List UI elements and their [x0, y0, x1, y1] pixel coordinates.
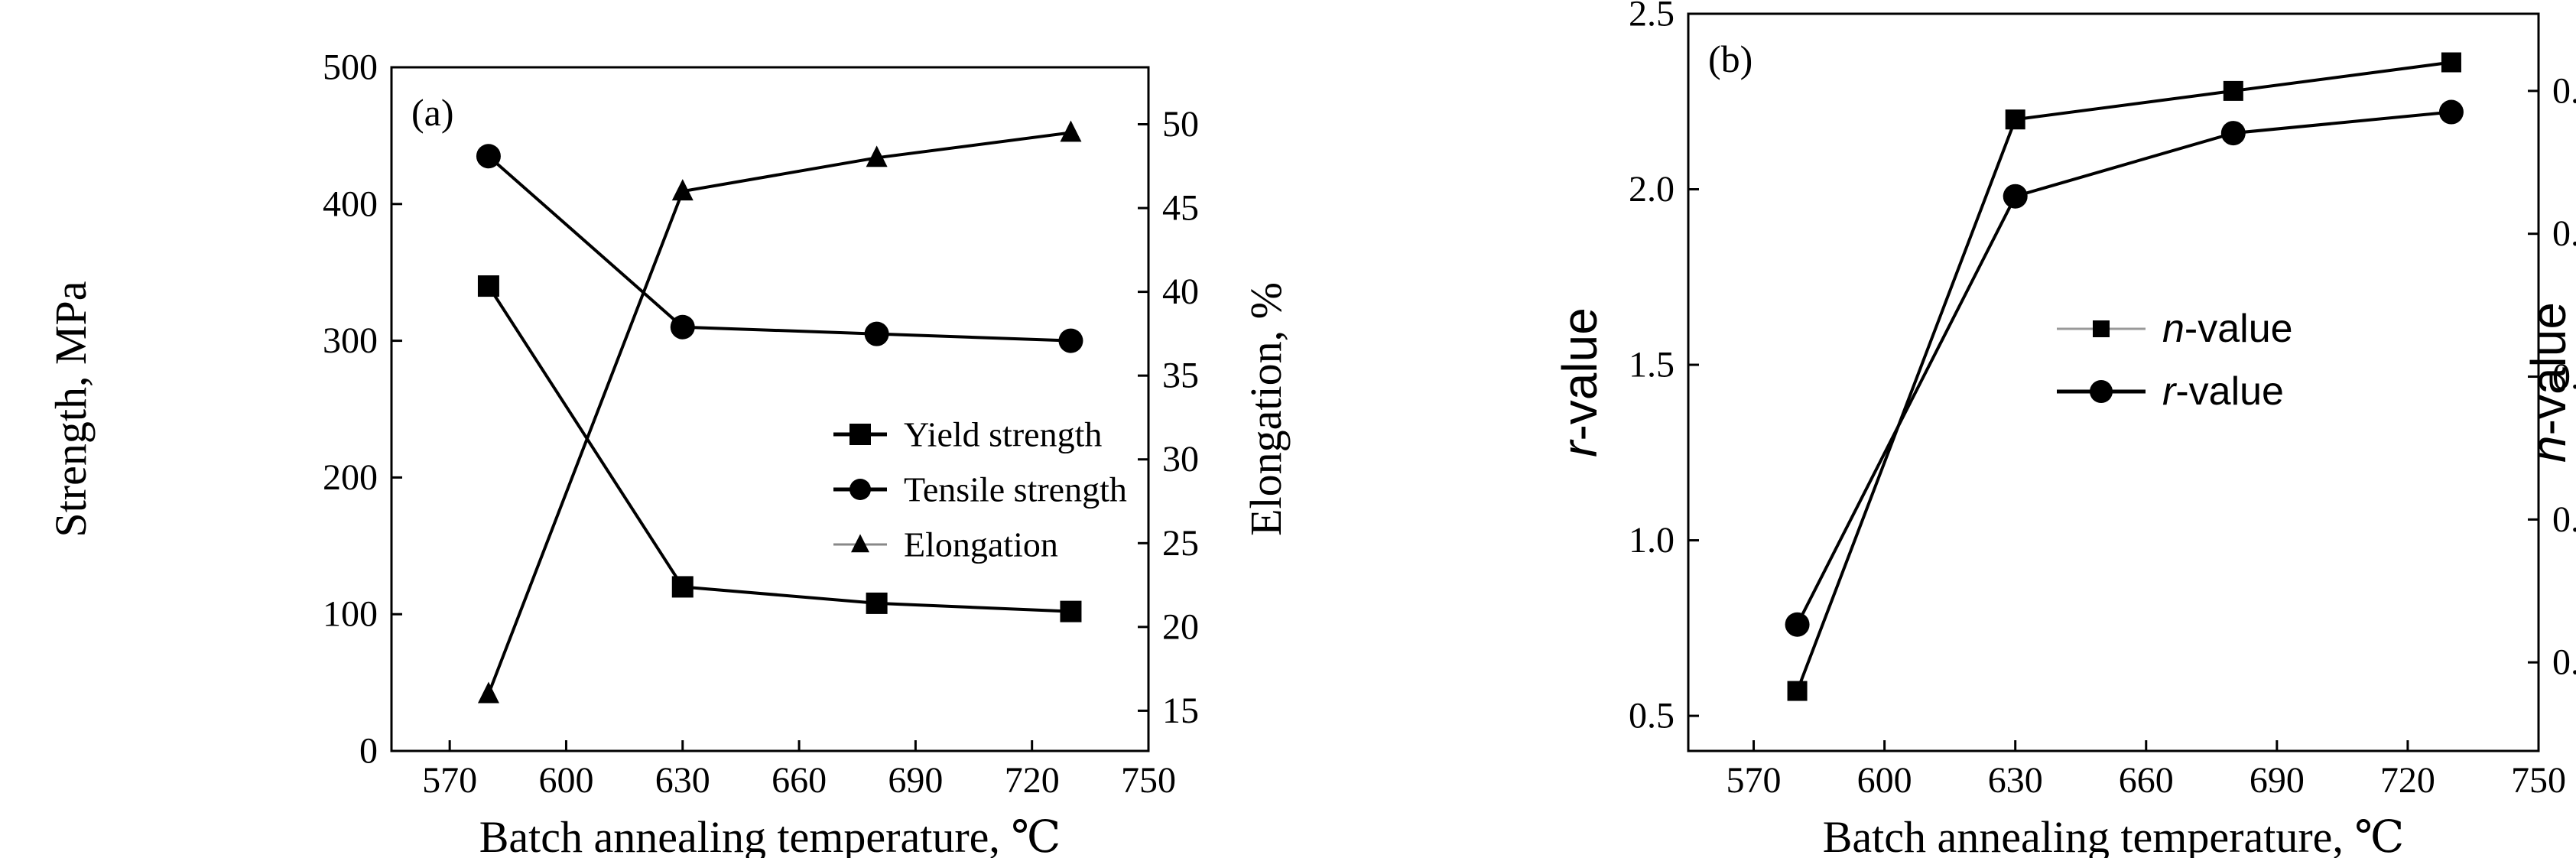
legend-marker-yield-strength — [849, 424, 871, 445]
tensile-strength-data-point — [864, 321, 889, 346]
legend-marker-n-value — [2093, 320, 2110, 337]
tensile-strength-data-point — [670, 314, 695, 340]
yield-strength-data-point — [1060, 600, 1082, 622]
y-left-tick-label: 200 — [323, 457, 378, 498]
y-left-tick-label: 400 — [323, 184, 378, 224]
y-left-tick-label: 300 — [323, 320, 378, 361]
legend-label-tensile-strength: Tensile strength — [904, 470, 1127, 509]
tensile-strength-data-point — [476, 144, 501, 169]
n-value-data-point — [2005, 109, 2025, 130]
elongation-data-point — [1060, 120, 1082, 142]
x-tick-label: 690 — [2250, 760, 2305, 801]
x-tick-label: 720 — [1005, 760, 1060, 801]
elongation-data-point — [671, 179, 694, 201]
panel-label: (b) — [1708, 37, 1753, 80]
panel-a-strength-elongation-chart: 570 600 630 660 690 720 750 0 100 200 300 400 500 15 2… — [46, 47, 1291, 858]
legend-label-r-value: r-value — [2162, 369, 2284, 414]
y-left-tick-label: 0.5 — [1629, 696, 1675, 736]
legend-label-n-value: n-value — [2162, 307, 2293, 351]
r-value-data-point — [2003, 184, 2028, 209]
y-right-tick-label: 45 — [1162, 188, 1199, 229]
y-right-tick-label: 0.10 — [2552, 642, 2576, 683]
y-right-tick-label: 0.30 — [2552, 70, 2576, 111]
tensile-strength-series-line — [487, 154, 1071, 343]
elongation-series-line — [487, 131, 1071, 695]
y-left-tick-label: 1.0 — [1629, 520, 1675, 561]
y-right-axis-title: Elongation, % — [1241, 282, 1291, 536]
r-value-series-line — [1795, 110, 2452, 626]
y-left-axis-title: Strength, MPa — [46, 281, 96, 537]
x-tick-label: 690 — [888, 760, 943, 801]
yield-strength-data-point — [866, 592, 888, 614]
y-left-axis-title: r-value — [1552, 307, 1607, 457]
n-value-series-line — [1795, 60, 2452, 692]
r-value-data-point — [2438, 99, 2464, 125]
y-left-tick-label: 500 — [323, 47, 378, 88]
y-right-axis-title: n-value — [2521, 302, 2576, 463]
y-right-tick-label: 50 — [1162, 104, 1199, 145]
legend-marker-tensile-strength — [849, 479, 871, 500]
x-tick-label: 750 — [1121, 760, 1176, 801]
yield-strength-series-line — [487, 284, 1071, 613]
n-value-data-point — [2223, 80, 2243, 101]
x-tick-label: 600 — [1857, 760, 1912, 801]
panel-label: (a) — [411, 91, 454, 134]
y-left-tick-label: 0 — [359, 731, 378, 772]
y-right-tick-label: 35 — [1162, 356, 1199, 396]
plot-frame — [390, 66, 1150, 752]
n-value-data-point — [2441, 52, 2461, 73]
yield-strength-data-point — [477, 275, 499, 297]
x-tick-label: 660 — [772, 760, 827, 801]
x-tick-label: 660 — [2119, 760, 2174, 801]
y-left-tick-label: 100 — [323, 594, 378, 635]
y-right-tick-label: 40 — [1162, 271, 1199, 312]
elongation-data-point — [866, 145, 888, 167]
x-tick-label: 600 — [538, 760, 593, 801]
y-left-tick-label: 2.5 — [1629, 0, 1675, 34]
r-value-data-point — [2220, 121, 2246, 146]
x-axis-title: Batch annealing temperature, ℃ — [479, 812, 1061, 858]
x-tick-label: 630 — [1988, 760, 2043, 801]
legend-label-yield-strength: Yield strength — [904, 415, 1102, 454]
y-right-tick-label: 0.25 — [2552, 213, 2576, 254]
y-right-tick-label: 20 — [1162, 606, 1199, 647]
plot-frame — [1687, 12, 2540, 752]
x-tick-label: 630 — [655, 760, 710, 801]
x-tick-label: 720 — [2380, 760, 2435, 801]
legend-marker-elongation — [851, 534, 869, 553]
y-right-tick-label: 30 — [1162, 439, 1199, 479]
y-right-tick-label: 15 — [1162, 691, 1199, 731]
x-tick-label: 750 — [2511, 760, 2566, 801]
x-tick-label: 570 — [1727, 760, 1782, 801]
elongation-data-point — [477, 681, 499, 704]
legend-marker-r-value — [2090, 380, 2113, 403]
y-left-tick-label: 1.5 — [1629, 345, 1675, 385]
y-left-tick-label: 2.0 — [1629, 169, 1675, 210]
panel-b-r-n-value-chart: 570 600 630 660 690 720 750 0.5 1.0 1.5 2.0 2.5 0.10… — [1552, 0, 2576, 858]
yield-strength-data-point — [671, 576, 694, 598]
x-tick-label: 570 — [422, 760, 477, 801]
tensile-strength-data-point — [1058, 328, 1083, 353]
y-right-tick-label: 25 — [1162, 523, 1199, 564]
y-right-tick-label: 0.20 — [2552, 356, 2576, 397]
y-right-tick-label: 0.15 — [2552, 499, 2576, 540]
x-axis-title: Batch annealing temperature, ℃ — [1823, 812, 2405, 858]
r-value-data-point — [1785, 612, 1810, 637]
n-value-data-point — [1787, 681, 1808, 701]
legend-label-elongation: Elongation — [904, 525, 1058, 564]
